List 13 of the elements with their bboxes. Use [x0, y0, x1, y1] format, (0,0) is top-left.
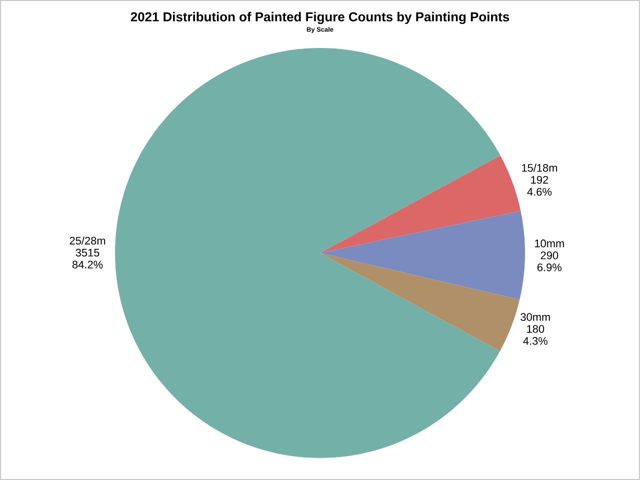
text: 4.6% [527, 188, 552, 196]
data-label: 3515 [76, 248, 100, 257]
text: 4.3% [523, 337, 548, 345]
slice-label: 30mm [520, 313, 550, 321]
chart-title: 2021 Distribution of Painted Figure Counts by Painting Points [130, 12, 510, 24]
text: 84.2% [72, 260, 103, 268]
slice-label: 15/18m [522, 164, 558, 172]
data-label: 290 [540, 252, 558, 260]
data-label: 192 [531, 176, 548, 184]
slice-label: 10mm [535, 240, 564, 248]
text: 6.9% [537, 263, 562, 272]
data-label: 180 [527, 325, 544, 333]
slice-label: 25/28m [70, 236, 106, 245]
